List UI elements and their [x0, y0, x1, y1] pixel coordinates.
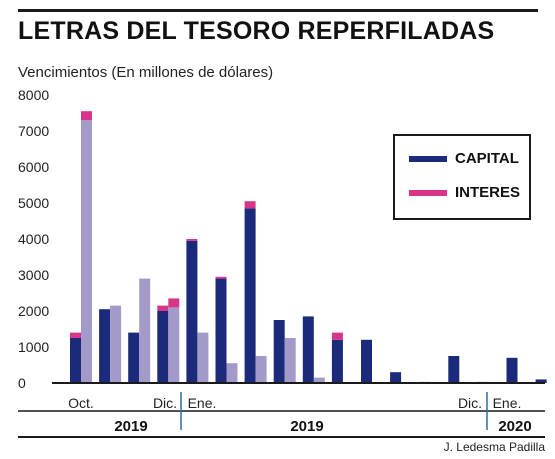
- bar-capital: [331, 339, 343, 383]
- legend-swatch-interes: [409, 189, 447, 196]
- bar-capital: [157, 311, 169, 383]
- y-tick-label: 1000: [18, 339, 49, 355]
- bar-secondary: [81, 120, 92, 383]
- legend-item-interes: INTERES: [409, 184, 520, 201]
- bar-capital: [535, 379, 547, 383]
- bar-secondary: [168, 307, 180, 383]
- bar-capital: [302, 316, 314, 383]
- bar-secondary: [139, 278, 151, 383]
- bar-capital: [448, 356, 460, 383]
- year-label: 2019: [290, 418, 323, 435]
- y-tick-label: 0: [18, 375, 26, 391]
- bar-interes: [157, 305, 169, 311]
- bar-capital: [99, 309, 111, 383]
- y-tick-label: 2000: [18, 303, 49, 319]
- x-tick-label: Ene.: [493, 395, 522, 411]
- bar-interes: [331, 332, 343, 340]
- x-tick-label: Ene.: [188, 395, 217, 411]
- y-tick-label: 8000: [18, 87, 49, 103]
- legend: CAPITAL INTERES: [393, 134, 531, 220]
- y-tick-label: 3000: [18, 267, 49, 283]
- legend-item-capital: CAPITAL: [409, 150, 519, 167]
- bar-capital: [390, 372, 402, 383]
- bar-secondary: [255, 356, 267, 383]
- y-tick-label: 7000: [18, 123, 49, 139]
- bar-interes: [186, 239, 198, 241]
- bar-secondary: [226, 363, 238, 383]
- bar-interes: [70, 332, 81, 338]
- bar-secondary-interes: [81, 111, 92, 121]
- y-tick-label: 5000: [18, 195, 49, 211]
- y-tick-label: 4000: [18, 231, 49, 247]
- bar-secondary: [313, 377, 325, 383]
- chart-subtitle: Vencimientos (En millones de dólares): [18, 64, 274, 81]
- bar-secondary-interes: [168, 298, 180, 308]
- x-tick-label: Dic.: [153, 395, 177, 411]
- bar-secondary: [284, 338, 296, 383]
- legend-label-interes: INTERES: [455, 184, 521, 201]
- bar-capital: [128, 332, 140, 383]
- bar-capital: [273, 320, 285, 383]
- bar-secondary: [110, 305, 122, 383]
- x-tick-label: Dic.: [458, 395, 482, 411]
- bar-interes: [244, 201, 256, 209]
- year-label: 2020: [498, 418, 531, 435]
- bar-capital: [244, 208, 256, 383]
- chart-title: LETRAS DEL TESORO REPERFILADAS: [18, 17, 495, 45]
- bar-capital: [70, 338, 81, 383]
- legend-label-capital: CAPITAL: [455, 150, 519, 167]
- bar-capital: [361, 339, 372, 383]
- bar-secondary: [197, 332, 209, 383]
- bar-capital: [186, 240, 198, 383]
- y-tick-label: 6000: [18, 159, 49, 175]
- legend-swatch-capital: [409, 155, 447, 162]
- credit: J. Ledesma Padilla: [443, 440, 545, 454]
- bar-capital: [215, 278, 227, 383]
- title-rule: [18, 9, 538, 12]
- bar-interes: [215, 276, 227, 279]
- year-label: 2019: [114, 418, 147, 435]
- bar-capital: [506, 357, 518, 383]
- x-tick-label: Oct.: [68, 395, 94, 411]
